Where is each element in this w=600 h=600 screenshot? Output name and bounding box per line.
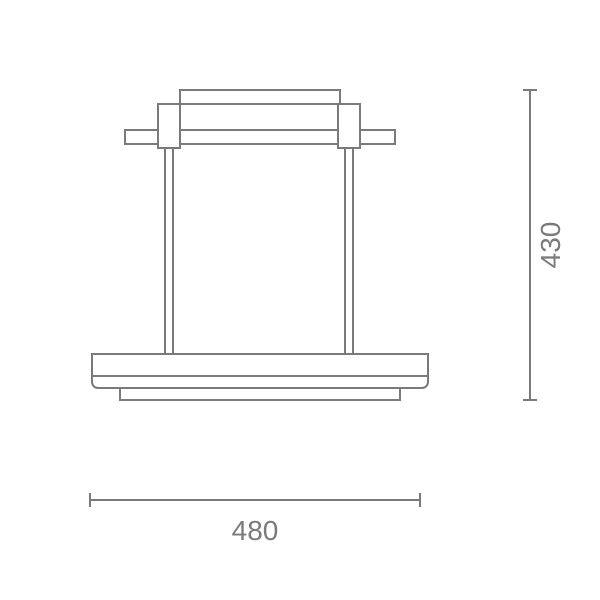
height-dimension-label: 430 [535,222,566,269]
body-inner [120,388,400,400]
width-dimension-label: 480 [232,515,279,546]
post-right [345,148,353,354]
fitting-right [338,104,360,148]
top-cap [180,90,340,104]
height-dimension: 430 [523,90,566,400]
post-left [165,148,173,354]
fixture-outline [92,90,428,400]
body-top-band-overlay [92,354,428,376]
technical-drawing: 480 430 [0,0,600,600]
width-dimension: 480 [90,493,420,546]
fitting-left [158,104,180,148]
